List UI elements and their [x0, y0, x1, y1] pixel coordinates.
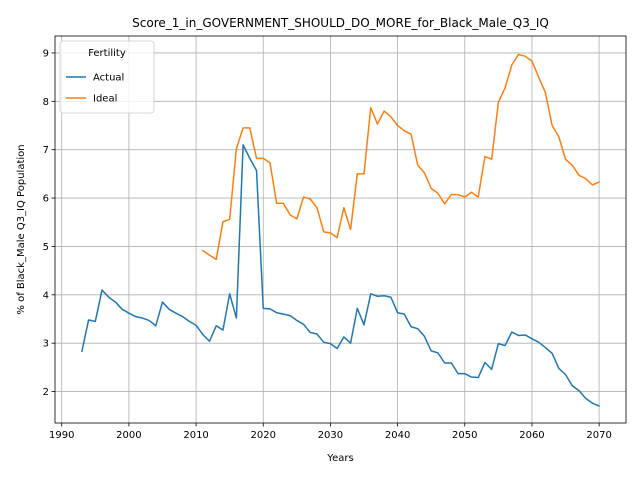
x-tick-label: 2010: [183, 430, 208, 441]
y-tick-label: 8: [43, 97, 49, 108]
series-line-actual: [81, 144, 600, 407]
legend-title: Fertility: [88, 48, 126, 59]
series-lines: [81, 53, 600, 407]
grid: [55, 36, 626, 423]
axis-ticks: 1990 2000 2010 2020 2030 2040 2050 2060 2070 2 3 4 5…: [43, 48, 612, 441]
legend: Fertility Actual Ideal: [59, 40, 155, 114]
y-tick-label: 3: [43, 339, 49, 350]
chart-title: Score_1_in_GOVERNMENT_SHOULD_DO_MORE_for…: [132, 16, 549, 30]
plot-frame: [54, 35, 627, 424]
x-tick-label: 1990: [49, 430, 74, 441]
legend-label-actual: Actual: [93, 73, 124, 84]
legend-label-ideal: Ideal: [93, 94, 117, 105]
y-tick-label: 9: [43, 48, 49, 59]
series-line-ideal: [202, 53, 600, 261]
legend-box: [59, 40, 155, 114]
y-tick-label: 4: [43, 290, 49, 301]
x-tick-label: 2000: [116, 430, 141, 441]
x-axis-label: Years: [326, 453, 353, 464]
x-tick-label: 2060: [519, 430, 544, 441]
x-tick-label: 2070: [586, 430, 611, 441]
x-tick-label: 2040: [385, 430, 410, 441]
legend-items: Actual Ideal: [66, 73, 124, 105]
y-tick-label: 2: [43, 387, 49, 398]
y-tick-label: 6: [43, 194, 49, 205]
x-tick-label: 2030: [318, 430, 343, 441]
y-tick-label: 7: [43, 145, 49, 156]
y-tick-label: 5: [43, 242, 49, 253]
x-tick-label: 2050: [452, 430, 477, 441]
y-axis-label: % of Black_Male Q3_IQ Population: [16, 144, 27, 314]
x-tick-label: 2020: [251, 430, 276, 441]
